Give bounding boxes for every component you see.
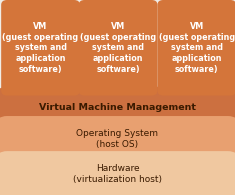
Text: Virtual Machine Management: Virtual Machine Management	[39, 103, 196, 112]
Text: Hardware
(virtualization host): Hardware (virtualization host)	[73, 164, 162, 184]
Text: VM
(guest operating
system and
application
software): VM (guest operating system and applicati…	[80, 22, 156, 74]
FancyBboxPatch shape	[1, 0, 80, 96]
FancyBboxPatch shape	[0, 116, 235, 162]
FancyBboxPatch shape	[0, 151, 235, 195]
Text: VM
(guest operating
system and
application
software): VM (guest operating system and applicati…	[159, 22, 235, 74]
FancyBboxPatch shape	[79, 0, 157, 96]
FancyBboxPatch shape	[157, 0, 235, 96]
Text: Operating System
(host OS): Operating System (host OS)	[77, 129, 158, 149]
Text: VM
(guest operating
system and
application
software): VM (guest operating system and applicati…	[3, 22, 78, 74]
FancyBboxPatch shape	[0, 87, 235, 129]
